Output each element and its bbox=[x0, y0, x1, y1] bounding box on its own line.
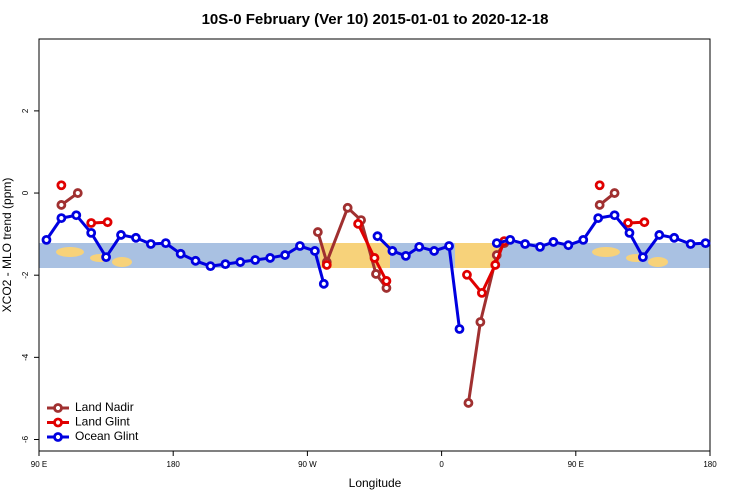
point bbox=[71, 210, 82, 221]
x-tick-label: 90 E bbox=[568, 460, 584, 469]
point bbox=[101, 252, 111, 263]
point bbox=[250, 255, 261, 265]
point bbox=[369, 253, 380, 263]
y-tick-label: 0 bbox=[21, 190, 30, 195]
point bbox=[548, 237, 559, 247]
point bbox=[414, 241, 425, 252]
legend-marker bbox=[53, 432, 63, 442]
point bbox=[594, 180, 605, 191]
x-axis-label: Longitude bbox=[349, 476, 402, 490]
point bbox=[280, 250, 290, 260]
point bbox=[353, 218, 363, 229]
point bbox=[520, 239, 531, 249]
point bbox=[400, 250, 411, 261]
point bbox=[624, 227, 635, 238]
point bbox=[321, 260, 332, 270]
point bbox=[609, 188, 620, 198]
point bbox=[295, 241, 305, 251]
point bbox=[145, 239, 156, 249]
point bbox=[372, 231, 383, 242]
point bbox=[444, 241, 454, 251]
legend-marker bbox=[53, 403, 63, 413]
point bbox=[639, 217, 650, 228]
point bbox=[490, 260, 501, 270]
point bbox=[563, 240, 574, 251]
x-tick-label: 180 bbox=[703, 460, 717, 469]
point bbox=[160, 238, 171, 249]
chart-title: 10S-0 February (Ver 10) 2015-01-01 to 20… bbox=[202, 11, 549, 28]
point bbox=[578, 234, 589, 245]
legend-marker bbox=[53, 417, 63, 428]
point bbox=[175, 248, 186, 259]
point bbox=[535, 241, 545, 252]
x-tick-label: 90 E bbox=[31, 460, 47, 469]
point bbox=[72, 188, 83, 198]
series-line bbox=[60, 191, 616, 404]
point bbox=[594, 200, 605, 210]
point bbox=[41, 234, 52, 245]
point bbox=[454, 324, 465, 334]
point bbox=[86, 218, 97, 228]
point bbox=[623, 218, 633, 228]
point bbox=[371, 269, 381, 279]
point bbox=[654, 230, 665, 240]
point bbox=[700, 238, 711, 249]
point bbox=[669, 232, 680, 243]
point bbox=[387, 246, 398, 256]
point bbox=[593, 213, 604, 223]
point bbox=[312, 227, 323, 237]
legend-label: Ocean Glint bbox=[75, 429, 139, 443]
point bbox=[342, 202, 353, 213]
point bbox=[381, 276, 392, 286]
point bbox=[56, 213, 67, 223]
point bbox=[190, 255, 201, 266]
point bbox=[462, 269, 472, 280]
point bbox=[685, 239, 696, 249]
point bbox=[463, 398, 474, 408]
x-tick-label: 180 bbox=[167, 460, 181, 469]
point bbox=[318, 278, 329, 289]
point bbox=[86, 227, 97, 238]
point bbox=[235, 257, 246, 267]
point bbox=[491, 238, 502, 249]
legend-label: Land Glint bbox=[75, 415, 130, 429]
point bbox=[505, 234, 516, 245]
point bbox=[638, 252, 648, 263]
x-tick-label: 0 bbox=[439, 460, 444, 469]
point bbox=[205, 261, 216, 272]
point bbox=[429, 246, 440, 256]
point bbox=[131, 232, 141, 243]
y-tick-label: -4 bbox=[21, 353, 30, 361]
x-tick-label: 90 W bbox=[298, 460, 317, 469]
point bbox=[102, 217, 113, 228]
y-tick-label: -2 bbox=[21, 271, 30, 279]
y-tick-label: 2 bbox=[21, 108, 30, 113]
point bbox=[476, 287, 487, 298]
point bbox=[309, 246, 320, 256]
y-tick-label: -6 bbox=[21, 435, 30, 443]
point bbox=[475, 317, 486, 327]
y-axis-label: XCO2 - MLO trend (ppm) bbox=[0, 178, 14, 313]
point bbox=[116, 230, 126, 240]
point bbox=[609, 210, 620, 221]
point bbox=[220, 259, 231, 270]
point bbox=[56, 200, 67, 210]
point bbox=[265, 253, 276, 263]
point bbox=[56, 180, 67, 191]
legend-label: Land Nadir bbox=[75, 400, 134, 414]
